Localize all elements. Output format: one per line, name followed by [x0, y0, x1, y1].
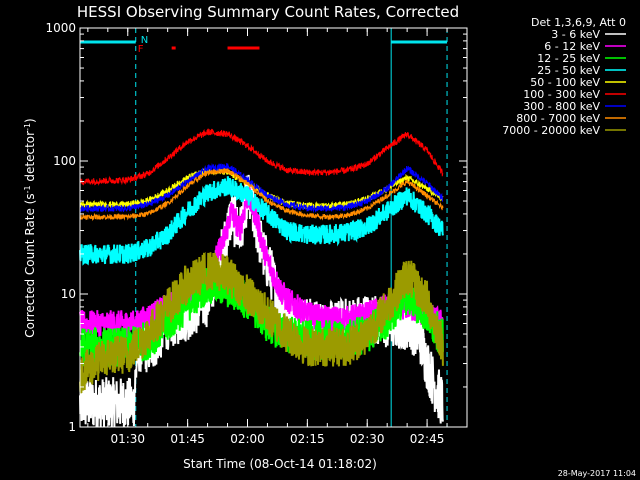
- chart-title: HESSI Observing Summary Count Rates, Cor…: [77, 3, 459, 21]
- series-line-6: [79, 162, 444, 214]
- legend-label-2: 12 - 25 keV: [537, 52, 600, 65]
- series-line-3: [79, 176, 444, 266]
- plot-frame: [79, 27, 468, 428]
- x-tick-label: 02:15: [290, 432, 325, 446]
- legend-label-4: 50 - 100 keV: [530, 76, 600, 89]
- series-line-5: [79, 128, 444, 186]
- legend-label-5: 100 - 300 keV: [523, 88, 600, 101]
- y-tick-label: 1000: [45, 21, 76, 35]
- y-tick-label: 10: [61, 287, 76, 301]
- series-7: [79, 167, 444, 222]
- x-tick-label: 02:00: [230, 432, 265, 446]
- series-line-8: [79, 251, 444, 394]
- y-axis-label-sup1: -1: [23, 185, 32, 193]
- legend-label-6: 300 - 800 keV: [523, 100, 600, 113]
- y-axis-label-end: ): [23, 118, 37, 123]
- series-6: [79, 162, 444, 214]
- y-axis-label-main: Corrected Count Rate (s: [23, 193, 37, 337]
- legend-label-7: 800 - 7000 keV: [516, 112, 600, 125]
- legend-label-8: 7000 - 20000 keV: [502, 124, 600, 137]
- legend-label-3: 25 - 50 keV: [537, 64, 600, 77]
- series-line-7: [79, 167, 444, 222]
- y-axis-label: Corrected Count Rate (s-1 detector-1): [23, 118, 38, 337]
- x-tick-label: 02:45: [410, 432, 445, 446]
- timestamp: 28-May-2017 11:04: [558, 469, 636, 478]
- x-axis-label: Start Time (08-Oct-14 01:18:02): [183, 457, 377, 471]
- legend-title: Det 1,3,6,9, Att 0: [531, 16, 626, 29]
- y-axis-label-sup2: -1: [23, 123, 32, 131]
- y-tick-label: 1: [68, 420, 76, 434]
- legend-label-1: 6 - 12 keV: [544, 40, 600, 53]
- y-axis-label-mid: detector: [23, 131, 37, 186]
- series-3: [79, 176, 444, 266]
- x-tick-label: 02:30: [350, 432, 385, 446]
- legend-label-0: 3 - 6 keV: [551, 28, 600, 41]
- flag-label-n: N: [141, 35, 148, 46]
- y-tick-label: 100: [53, 154, 76, 168]
- series-8: [79, 251, 444, 394]
- x-tick-label: 01:45: [170, 432, 205, 446]
- axes: 1 10 100 1000 01:30 01:45 02:00 02:15 02:30 02:45: [45, 21, 468, 446]
- series-5: [79, 128, 444, 186]
- x-tick-label: 01:30: [110, 432, 145, 446]
- flag-label-f: F: [138, 44, 144, 55]
